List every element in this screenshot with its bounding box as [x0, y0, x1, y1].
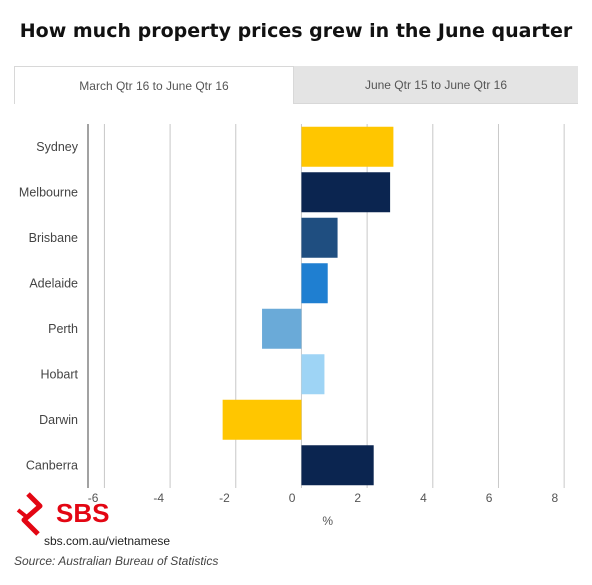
x-tick-label: 8 [551, 491, 558, 505]
x-tick-label: 4 [420, 491, 427, 505]
sbs-logo: SBS [16, 492, 109, 536]
site-url: sbs.com.au/vietnamese [44, 534, 171, 548]
tab-bar: March Qtr 16 to June Qtr 16 June Qtr 15 … [14, 66, 578, 104]
x-tick-label: 2 [354, 491, 361, 505]
x-tick-label: -6 [88, 491, 99, 505]
bar-darwin[interactable] [222, 399, 302, 440]
bar-sydney[interactable] [301, 126, 394, 167]
bar-perth[interactable] [262, 308, 302, 349]
bar-brisbane[interactable] [301, 217, 338, 258]
x-tick-label: -2 [219, 491, 230, 505]
svg-text:SBS: SBS [56, 498, 109, 528]
x-tick-label: 6 [486, 491, 493, 505]
bar-canberra[interactable] [301, 445, 374, 486]
tab-underline [294, 103, 578, 104]
category-labels: Sydney Melbourne Brisbane Adelaide Perth Hoba… [19, 140, 79, 473]
x-tick-label: 0 [289, 491, 296, 505]
source-note: Source: Australian Bureau of Statistics [14, 554, 219, 568]
category-label-darwin: Darwin [39, 413, 78, 427]
bar-melbourne[interactable] [301, 172, 391, 213]
category-label-canberra: Canberra [26, 458, 78, 472]
category-label-perth: Perth [48, 322, 78, 336]
category-label-sydney: Sydney [36, 140, 78, 154]
category-label-adelaide: Adelaide [29, 276, 78, 290]
bars [222, 126, 394, 486]
x-tick-labels: -6 -4 -2 0 2 4 6 8 [88, 491, 559, 505]
bar-chart: Sydney Melbourne Brisbane Adelaide Perth Hoba… [19, 124, 565, 528]
tab-june-2015-to-june-2016[interactable]: June Qtr 15 to June Qtr 16 [294, 66, 578, 104]
bar-adelaide[interactable] [301, 263, 328, 304]
tab-march-to-june-2016[interactable]: March Qtr 16 to June Qtr 16 [14, 66, 294, 104]
category-label-brisbane: Brisbane [29, 231, 78, 245]
x-tick-label: -4 [153, 491, 164, 505]
bar-hobart[interactable] [301, 354, 325, 395]
x-axis-unit-label: % [322, 514, 333, 528]
category-label-melbourne: Melbourne [19, 185, 78, 199]
chart-title: How much property prices grew in the Jun… [19, 20, 573, 42]
category-label-hobart: Hobart [40, 367, 78, 381]
